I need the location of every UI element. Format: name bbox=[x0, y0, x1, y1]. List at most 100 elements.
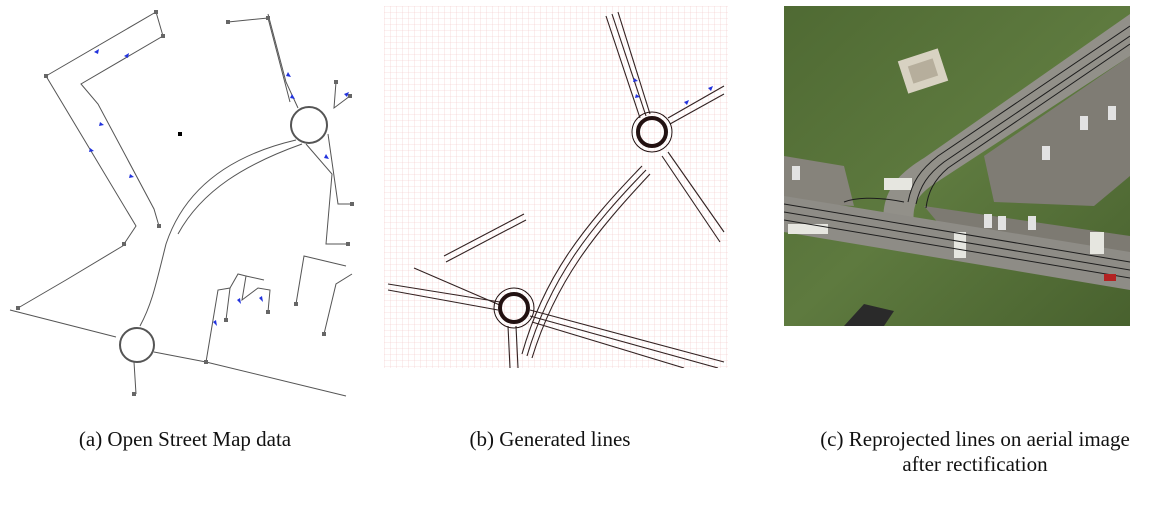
parked-car bbox=[1028, 216, 1036, 230]
osm-way bbox=[295, 255, 347, 305]
osm-way bbox=[227, 17, 291, 103]
direction-arrow bbox=[99, 122, 104, 126]
osm-node bbox=[346, 242, 350, 246]
generated-road bbox=[445, 219, 527, 263]
parking-lot bbox=[784, 156, 854, 206]
red-car bbox=[1104, 274, 1116, 281]
generated-road bbox=[617, 11, 651, 115]
generated-road bbox=[529, 309, 725, 363]
roundabout-top bbox=[290, 106, 328, 144]
osm-way bbox=[267, 13, 299, 109]
crosswalk bbox=[788, 224, 828, 234]
osm-node bbox=[204, 360, 208, 364]
crosswalk bbox=[954, 232, 966, 258]
generated-road bbox=[443, 213, 525, 257]
parked-car bbox=[998, 216, 1006, 230]
osm-node bbox=[157, 224, 161, 228]
osm-way bbox=[245, 275, 265, 281]
aerial-image-panel bbox=[784, 6, 1130, 326]
osm-node bbox=[350, 202, 354, 206]
direction-arrow bbox=[344, 92, 349, 97]
building-roof bbox=[907, 58, 939, 84]
caption-b: (b) Generated lines bbox=[469, 427, 631, 451]
generated-road bbox=[387, 283, 501, 303]
caption-a: (a) Open Street Map data bbox=[78, 427, 292, 451]
direction-arrow bbox=[708, 86, 713, 91]
osm-node bbox=[322, 332, 326, 336]
generated-road bbox=[526, 169, 647, 357]
generated-roundabout-top bbox=[636, 116, 668, 148]
osm-way bbox=[45, 11, 164, 245]
osm-node bbox=[16, 306, 20, 310]
reprojected-line bbox=[784, 203, 1130, 263]
osm-way bbox=[305, 143, 348, 245]
osm-node bbox=[154, 10, 158, 14]
osm-node bbox=[178, 132, 182, 136]
direction-arrow bbox=[213, 320, 217, 326]
osm-way bbox=[139, 139, 297, 327]
reprojected-line bbox=[843, 197, 905, 203]
reprojected-line bbox=[784, 211, 1130, 271]
generated-lines-map bbox=[384, 6, 728, 368]
osm-node bbox=[44, 74, 48, 78]
osm-node bbox=[161, 34, 165, 38]
osm-way bbox=[205, 273, 271, 363]
aerial-image bbox=[784, 6, 1130, 326]
parked-car bbox=[1042, 146, 1050, 160]
osm-way bbox=[225, 287, 231, 321]
reprojected-line bbox=[925, 43, 1130, 209]
generated-road bbox=[387, 289, 499, 311]
generated-roundabout-top-inner bbox=[631, 111, 673, 153]
generated-road bbox=[667, 85, 725, 119]
generated-road bbox=[669, 93, 725, 125]
osm-node bbox=[266, 16, 270, 20]
generated-road bbox=[515, 325, 519, 368]
parked-car bbox=[984, 214, 992, 228]
generated-road bbox=[605, 15, 641, 119]
direction-arrow bbox=[89, 148, 94, 152]
grid-background bbox=[384, 6, 728, 368]
direction-arrow bbox=[237, 298, 241, 304]
direction-arrow bbox=[124, 53, 129, 58]
direction-arrow bbox=[94, 49, 99, 54]
osm-node bbox=[224, 318, 228, 322]
caption-c: (c) Reprojected lines on aerial image af… bbox=[790, 427, 1160, 477]
direction-arrow bbox=[324, 154, 329, 159]
osm-data-panel bbox=[6, 4, 358, 400]
direction-arrow bbox=[259, 296, 263, 302]
generated-roundabout-bottom bbox=[498, 292, 530, 324]
caption-c-line1: (c) Reprojected lines on aerial image bbox=[820, 427, 1130, 451]
generated-road bbox=[667, 151, 725, 233]
osm-node bbox=[294, 302, 298, 306]
parking-lot bbox=[984, 56, 1130, 206]
osm-way bbox=[177, 143, 303, 235]
osm-node bbox=[122, 242, 126, 246]
generated-road bbox=[531, 173, 651, 359]
osm-node bbox=[132, 392, 136, 396]
osm-node bbox=[266, 310, 270, 314]
generated-road bbox=[507, 325, 511, 368]
direction-arrow bbox=[290, 94, 295, 99]
parked-car bbox=[1080, 116, 1088, 130]
crosswalk bbox=[884, 178, 912, 190]
osm-way bbox=[17, 243, 127, 309]
direction-arrow bbox=[633, 78, 638, 82]
generated-road bbox=[611, 13, 647, 117]
osm-way bbox=[133, 361, 137, 395]
dark-roof bbox=[844, 304, 894, 326]
osm-way bbox=[9, 309, 347, 397]
roundabout-bottom bbox=[119, 327, 155, 363]
direction-arrow bbox=[684, 100, 689, 105]
osm-way bbox=[327, 133, 352, 205]
osm-way bbox=[333, 81, 351, 110]
osm-way bbox=[323, 273, 353, 335]
osm-node bbox=[334, 80, 338, 84]
osm-node bbox=[348, 94, 352, 98]
generated-lines-panel bbox=[384, 6, 728, 368]
osm-node bbox=[226, 20, 230, 24]
generated-road bbox=[529, 315, 719, 368]
generated-roundabout-bottom-inner bbox=[493, 287, 535, 329]
direction-arrow bbox=[635, 94, 640, 98]
generated-road bbox=[661, 155, 721, 243]
crosswalk bbox=[1090, 232, 1104, 254]
